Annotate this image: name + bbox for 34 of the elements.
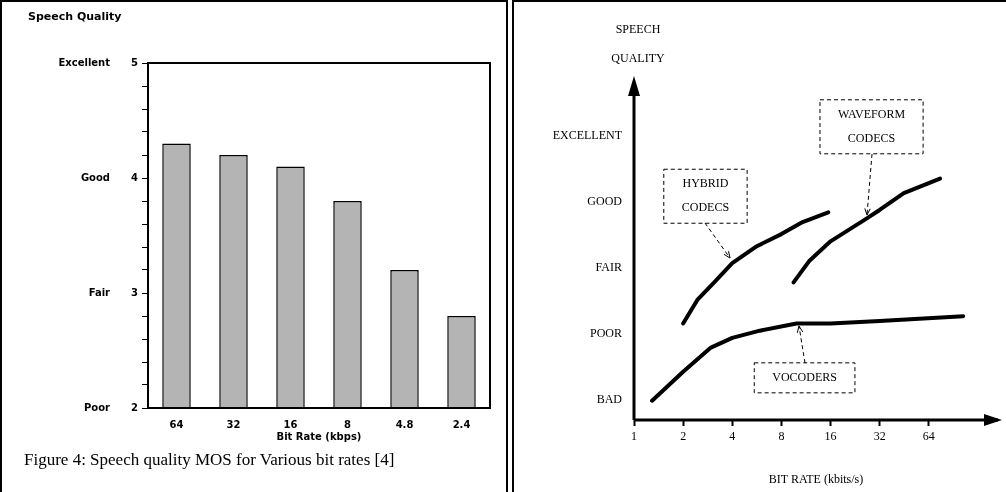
text: Excellent xyxy=(58,56,111,68)
x-axis-title: BIT RATE (kbits/s) xyxy=(768,472,864,487)
text: EXCELLENT xyxy=(552,128,623,143)
y-tick-label: 4 xyxy=(131,171,139,183)
y-tick-label: 5 xyxy=(131,56,139,68)
text: SPEECH QUALITY xyxy=(611,22,665,66)
x-tick-label: 8 xyxy=(778,429,785,444)
x-tick-label: 1 xyxy=(631,429,637,444)
text: Poor xyxy=(83,401,111,413)
x-tick-label: 16 xyxy=(283,418,298,430)
text: FAIR xyxy=(595,260,622,275)
x-tick-label: 2.4 xyxy=(452,418,471,430)
x-tick-label: 2 xyxy=(680,429,687,444)
text: BAD xyxy=(596,392,623,407)
x-tick-label: 32 xyxy=(873,429,886,444)
text: POOR xyxy=(589,326,622,341)
x-tick-label: 16 xyxy=(824,429,837,444)
caption: Figure 4: Speech quality MOS for Various bit rates [4] xyxy=(24,449,395,469)
x-tick-label: 32 xyxy=(226,418,241,430)
x-tick-label: 64 xyxy=(922,429,935,444)
annotation: HYBRID CODECS xyxy=(681,176,730,215)
x-axis-title: Bit Rate (kbps) xyxy=(276,430,362,442)
y-tick-label: 3 xyxy=(131,286,139,298)
x-tick-label: 4.8 xyxy=(395,418,414,430)
text: Good xyxy=(80,171,110,183)
y-axis-title: Speech Quality xyxy=(28,10,122,24)
annotation: VOCODERS xyxy=(772,370,837,384)
text: GOOD xyxy=(587,194,623,209)
text: Fair xyxy=(88,286,111,298)
x-tick-label: 64 xyxy=(169,418,184,430)
y-tick-label: 2 xyxy=(131,401,139,413)
x-tick-label: 4 xyxy=(729,429,736,444)
annotation: WAVEFORM CODECS xyxy=(837,106,906,145)
x-tick-label: 8 xyxy=(344,418,352,430)
